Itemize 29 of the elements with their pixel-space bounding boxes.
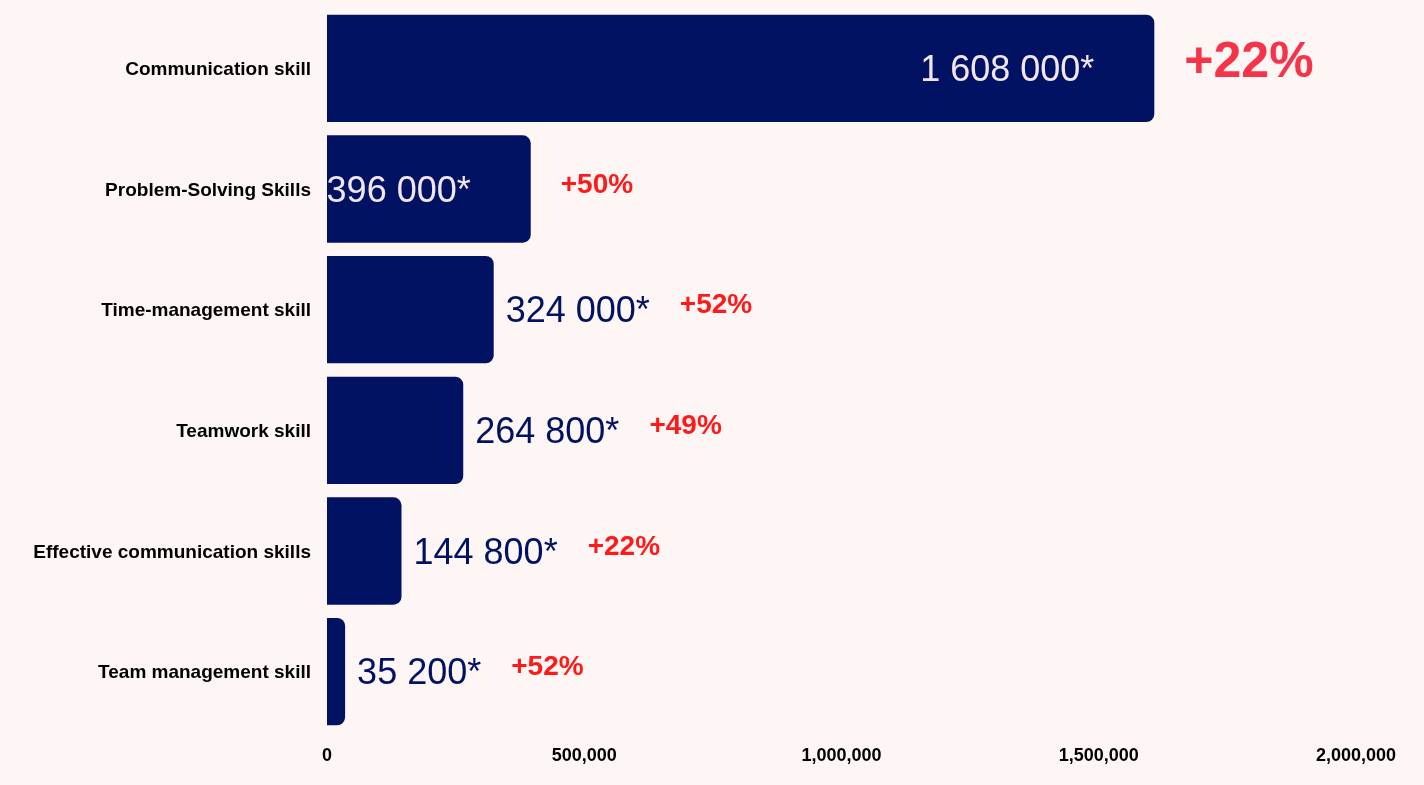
- x-tick-label: 2,000,000: [1315, 745, 1397, 765]
- bar: [327, 376, 464, 485]
- data-label: 324 000*: [505, 289, 650, 331]
- bar: [327, 617, 346, 726]
- x-tick-label: 1,500,000: [1058, 745, 1139, 765]
- bar: [327, 255, 494, 364]
- x-tick-label: 0: [321, 745, 333, 765]
- y-tick-label: Time-management skill: [101, 299, 311, 321]
- bar: [327, 14, 1155, 123]
- annotation: +49%: [649, 408, 722, 440]
- bar: [327, 135, 531, 243]
- y-tick-label: Teamwork skill: [176, 419, 311, 441]
- data-label: 264 800*: [475, 409, 620, 451]
- annotation: +52%: [679, 288, 753, 320]
- y-tick-label: Problem-Solving Skills: [105, 178, 311, 200]
- annotation: +22%: [587, 529, 661, 561]
- data-label: 144 800*: [413, 530, 558, 572]
- x-tick-label: 500,000: [551, 745, 617, 765]
- annotation: +22%: [1184, 32, 1314, 89]
- annotation: +52%: [511, 650, 584, 682]
- y-tick-label: Effective communication skills: [33, 540, 311, 562]
- x-tick-label: 1,000,000: [801, 745, 882, 765]
- y-tick-label: Team management skill: [98, 661, 311, 683]
- y-tick-label: Communication skill: [125, 57, 311, 79]
- data-label: 35 200*: [357, 651, 482, 693]
- data-label: 1 608 000*: [920, 47, 1095, 89]
- bar: [327, 497, 402, 605]
- data-label: 396 000*: [326, 168, 471, 210]
- annotation: +50%: [560, 167, 634, 199]
